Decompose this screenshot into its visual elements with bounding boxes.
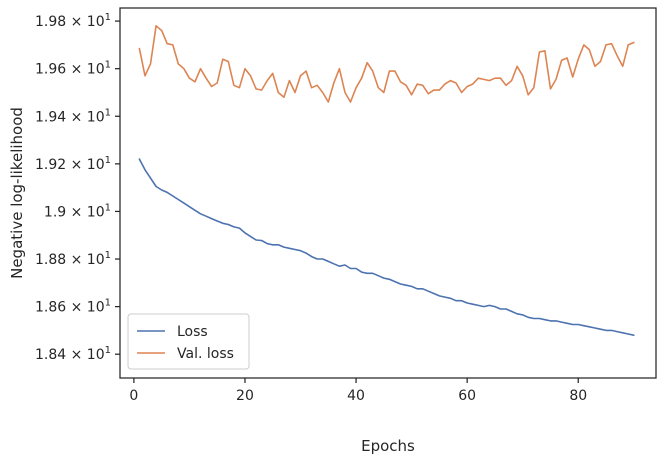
y-axis-label: Negative log-likelihood (8, 107, 26, 279)
y-tick-label: 1.88 × 101 (35, 250, 111, 268)
series-line-loss (138, 158, 635, 337)
series-line-val-loss (138, 24, 635, 103)
y-tick-label: 1.94 × 101 (35, 107, 111, 125)
x-tick-label: 0 (129, 388, 138, 404)
legend-box (127, 313, 250, 370)
y-tick-label: 1.92 × 101 (35, 155, 111, 173)
x-axis-label: Epochs (361, 437, 415, 455)
y-axis-ticks: 1.84 × 101 1.86 × 101 1.88 × 101 1.9 × 101 1… (35, 12, 120, 363)
legend-label-loss: Loss (177, 324, 208, 340)
x-tick-label: 40 (347, 388, 365, 404)
x-axis-ticks: 0 20 40 60 80 (129, 378, 587, 404)
y-tick-label: 1.98 × 101 (35, 12, 111, 30)
y-tick-label: 1.84 × 101 (35, 345, 111, 363)
x-tick-label: 80 (569, 388, 587, 404)
x-tick-label: 60 (458, 388, 476, 404)
y-tick-label: 1.96 × 101 (35, 60, 111, 78)
series-layer (138, 24, 635, 337)
y-tick-label: 1.86 × 101 (35, 298, 111, 316)
legend-label-val-loss: Val. loss (177, 346, 234, 362)
legend: Loss Val. loss (127, 313, 250, 370)
y-tick-label: 1.9 × 101 (44, 202, 111, 220)
x-tick-label: 20 (236, 388, 254, 404)
